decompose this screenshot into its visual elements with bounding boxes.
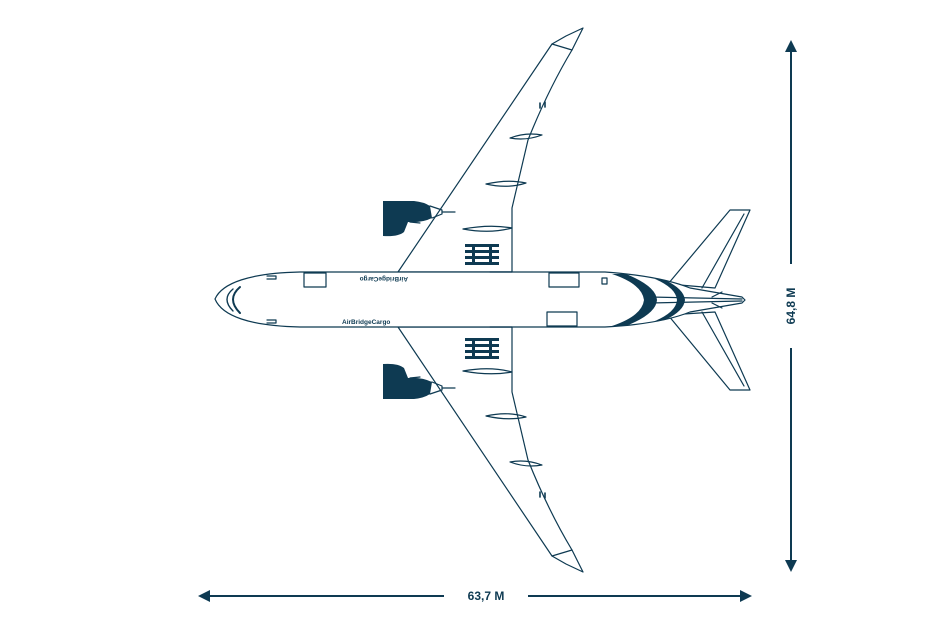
upper-stabilizer xyxy=(667,209,751,289)
wing-root-line xyxy=(489,271,513,328)
livery-text-upper: AirBridgeCargo xyxy=(360,275,408,282)
upper-wing xyxy=(397,27,584,273)
wing-mark xyxy=(539,491,546,499)
fuselage xyxy=(214,271,746,328)
lower-stabilizer-detail xyxy=(701,311,745,387)
wingspan-dimension xyxy=(785,40,797,572)
landing-gear xyxy=(465,244,499,265)
vertical-fin xyxy=(649,296,743,304)
wingspan-arrowhead-bottom-icon xyxy=(785,560,797,572)
flap-fairing xyxy=(509,133,543,140)
length-arrowhead-right-icon xyxy=(740,590,752,602)
cargo-door xyxy=(548,272,580,288)
length-dimension xyxy=(198,590,752,602)
door-marker xyxy=(266,319,277,324)
cockpit-window xyxy=(226,288,234,312)
flap-fairing xyxy=(509,460,543,467)
flap-fairing xyxy=(462,225,513,232)
upper-engine xyxy=(383,201,443,237)
length-label: 63,7 M xyxy=(468,589,505,603)
cargo-door xyxy=(303,272,327,288)
cockpit-window xyxy=(232,286,241,314)
livery-text-lower: AirBridgeCargo xyxy=(342,319,390,326)
lower-stabilizer xyxy=(667,311,751,391)
wingspan-label: 64,8 M xyxy=(784,288,798,325)
upper-wingtip xyxy=(551,43,573,51)
upper-stabilizer-detail xyxy=(701,213,745,289)
flap-fairing xyxy=(485,413,527,420)
cargo-door xyxy=(601,277,608,285)
flap-fairing xyxy=(485,180,527,187)
lower-wingtip xyxy=(551,549,573,557)
wing-mark xyxy=(539,101,546,109)
tail-livery-stripe xyxy=(612,274,657,326)
fin-tip xyxy=(711,291,723,309)
aircraft-top-view xyxy=(214,27,751,573)
cargo-door xyxy=(546,311,578,327)
door-marker xyxy=(266,275,277,280)
wingspan-arrowhead-top-icon xyxy=(785,40,797,52)
tail-livery-stripe xyxy=(655,279,685,321)
lower-wing xyxy=(397,326,584,573)
length-arrowhead-left-icon xyxy=(198,590,210,602)
flap-fairing xyxy=(462,368,513,375)
landing-gear xyxy=(465,338,499,359)
